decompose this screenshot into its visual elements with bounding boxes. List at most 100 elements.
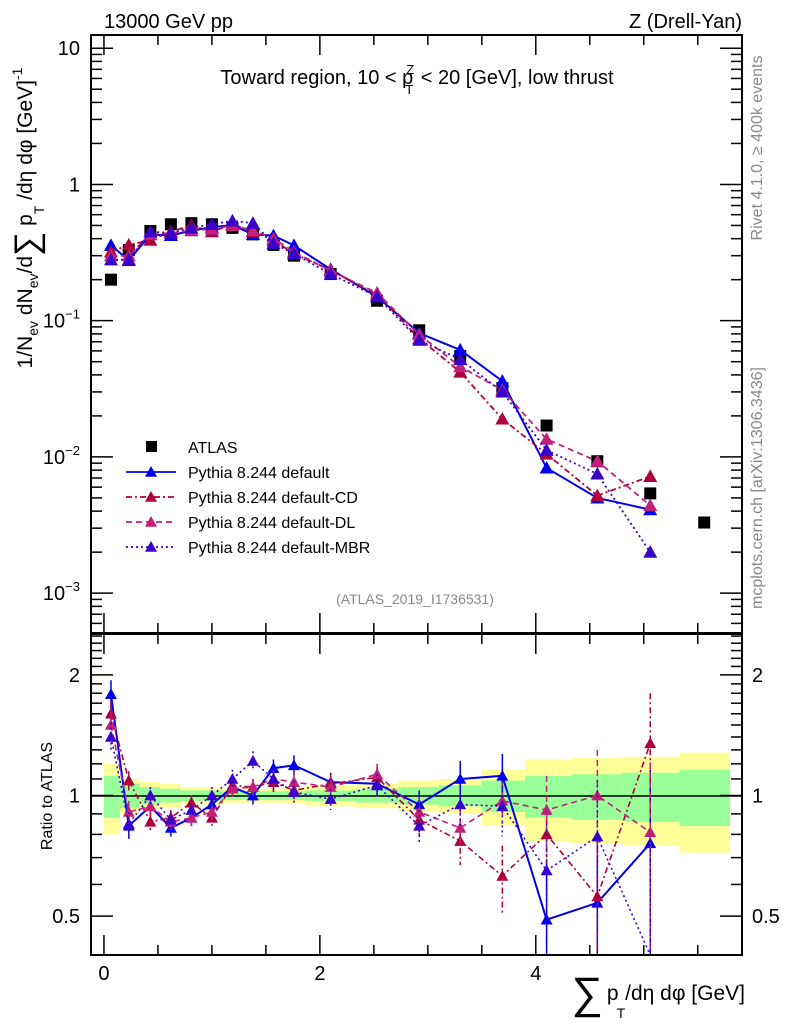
- ratio-marker: [540, 828, 553, 840]
- series-marker: [286, 246, 301, 260]
- ratio-marker: [496, 769, 509, 781]
- ratio-marker: [226, 782, 239, 794]
- ratio-marker: [144, 800, 157, 812]
- legend-label: Pythia 8.244 default-DL: [188, 515, 355, 532]
- rivet-label: Rivet 4.1.0, ≥ 400k events: [749, 56, 766, 241]
- series-marker: [453, 342, 468, 356]
- main-axis-ticks: 10 1 10−1 10−2 10−3: [43, 35, 742, 633]
- series-marker: [412, 333, 427, 346]
- series-marker: [643, 545, 658, 558]
- legend-label: ATLAS: [188, 440, 238, 457]
- ratio-marker: [205, 789, 218, 801]
- legend-marker: [145, 491, 157, 502]
- y-tick-label: 1: [69, 174, 80, 196]
- series-marker: [643, 469, 658, 482]
- band-inner: [679, 769, 731, 826]
- x-tick-label: 4: [530, 963, 541, 985]
- x-tick-label: 2: [314, 963, 325, 985]
- series-marker: [143, 224, 158, 238]
- band-inner: [103, 775, 121, 818]
- main-series-layer: [103, 213, 711, 558]
- series-marker: [121, 252, 136, 266]
- series-marker: [204, 217, 219, 230]
- series-marker: [103, 238, 118, 251]
- ratio-marker: [324, 793, 337, 804]
- ratio-marker: [104, 730, 117, 742]
- ratio-marker: [454, 821, 467, 833]
- ratio-marker: [591, 830, 604, 842]
- ratio-marker: [104, 688, 117, 700]
- ratio-series-line: [110, 724, 651, 833]
- ratio-y-tick-label-right: 1: [752, 786, 763, 808]
- series-marker: [539, 460, 554, 474]
- ratio-marker: [185, 804, 198, 815]
- atlas-data-point: [164, 218, 177, 231]
- ratio-marker: [591, 789, 604, 801]
- x-tick-label: 0: [98, 963, 109, 985]
- legend-label: Pythia 8.244 default: [188, 465, 330, 482]
- series-marker: [590, 454, 605, 467]
- ratio-marker: [413, 798, 426, 810]
- series-marker: [323, 267, 338, 280]
- ratio-marker: [226, 772, 239, 784]
- ratio-marker: [644, 826, 657, 838]
- series-marker: [495, 374, 510, 387]
- ratio-marker: [540, 804, 553, 815]
- legend-label: Pythia 8.244 default-CD: [188, 490, 358, 507]
- ratio-marker: [371, 768, 384, 780]
- legend-label: Pythia 8.244 default-MBR: [188, 540, 370, 557]
- ratio-marker: [413, 819, 426, 831]
- atlas-data-point: [540, 419, 553, 432]
- ratio-frame: [90, 633, 743, 956]
- ratio-marker: [287, 786, 300, 797]
- ratio-marker: [454, 798, 467, 810]
- ratio-y-tick-label-right: 2: [752, 665, 763, 687]
- ratio-marker: [185, 811, 198, 823]
- ratio-marker: [122, 817, 135, 829]
- ratio-marker: [496, 800, 509, 812]
- ratio-marker: [185, 796, 198, 808]
- series-marker: [539, 443, 554, 456]
- series-marker: [225, 213, 240, 227]
- series-marker: [286, 238, 301, 251]
- legend-marker: [145, 516, 157, 527]
- ratio-marker: [246, 781, 259, 792]
- series-marker: [539, 432, 554, 445]
- ratio-marker: [324, 781, 337, 792]
- ratio-marker: [246, 754, 259, 766]
- ratio-marker: [540, 864, 553, 876]
- ratio-y-tick-label: 1: [69, 786, 80, 808]
- ratio-marker: [205, 805, 218, 817]
- series-marker: [266, 236, 281, 249]
- ratio-marker: [371, 779, 384, 791]
- ratio-series-line: [110, 736, 651, 956]
- ratio-marker: [122, 774, 135, 786]
- ratio-marker: [122, 805, 135, 817]
- series-marker: [453, 352, 468, 365]
- ratio-marker: [144, 789, 157, 801]
- ratio-marker: [287, 759, 300, 771]
- header-right: Z (Drell-Yan): [629, 11, 742, 33]
- header-left: 13000 GeV pp: [104, 11, 233, 33]
- series-line: [110, 224, 651, 507]
- y-tick-label: 10−1: [43, 307, 80, 333]
- analysis-annotation: (ATLAS_2019_I1736531): [336, 591, 494, 607]
- ratio-y-tick-label: 2: [69, 665, 80, 687]
- ratio-y-tick-label-right: 0.5: [752, 906, 780, 928]
- ratio-marker: [267, 772, 280, 784]
- ratio-marker: [496, 869, 509, 881]
- svg-text:1/Nev dNev/d∑ pT /dη dφ [GeV]: 1/Nev dNev/d∑ pT /dη dφ [GeV]-1: [8, 67, 47, 368]
- series-marker: [370, 289, 385, 303]
- main-y-axis-label: 1/Nev dNev/d∑ pT /dη dφ [GeV]-1: [8, 67, 47, 368]
- series-marker: [184, 220, 199, 234]
- atlas-data-point: [698, 516, 711, 529]
- main-title: Toward region, 10 < pZ T < 20 [GeV], low …: [220, 62, 614, 97]
- atlas-data-point: [644, 487, 657, 500]
- legend-marker: [145, 541, 157, 552]
- series-marker: [590, 466, 605, 480]
- mcplots-label: mcplots.cern.ch [arXiv:1306.3436]: [749, 367, 766, 609]
- series-marker: [121, 237, 136, 251]
- ratio-axis-ticks: 2 2 1 1 0.5 0.5 0 2 4: [52, 634, 780, 985]
- y-tick-label: 10−2: [43, 443, 80, 469]
